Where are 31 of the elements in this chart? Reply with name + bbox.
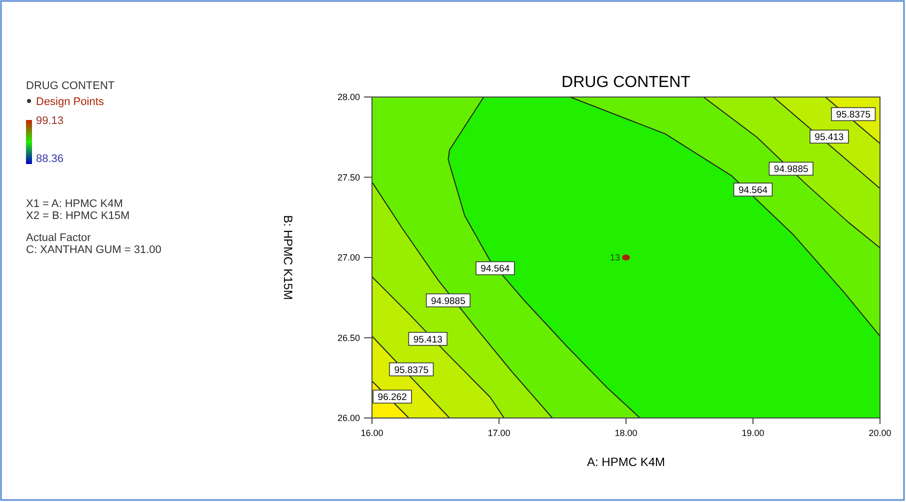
legend-title: DRUG CONTENT xyxy=(26,80,115,92)
x-tick-label: 20.00 xyxy=(868,428,892,438)
color-bar-label: 88.36 xyxy=(36,153,64,165)
y-tick-label: 26.00 xyxy=(337,413,360,423)
annotation: 94.564 xyxy=(480,264,510,275)
text: X2 = B: HPMC K15M xyxy=(26,210,130,222)
text: X1 = A: HPMC K4M xyxy=(26,198,123,210)
y-tick-label: 26.50 xyxy=(337,332,360,343)
annotation: 96.262 xyxy=(378,392,407,404)
annotation: 95.413 xyxy=(413,334,442,346)
annotation: 94.9885 xyxy=(431,296,466,307)
y-tick-label: 28.00 xyxy=(337,92,360,102)
text: Actual Factor xyxy=(26,232,92,244)
x-axis-title: A: HPMC K4M xyxy=(586,455,666,469)
annotation: 94.9885 xyxy=(774,164,808,176)
x-tick-label: 16.00 xyxy=(360,428,384,438)
y-tick-label: 27.00 xyxy=(337,252,360,262)
x-tick-label: 19.00 xyxy=(742,428,764,438)
annotation: 95.8375 xyxy=(394,364,429,376)
annotation: 94.564 xyxy=(738,185,768,196)
y-tick-label: 27.50 xyxy=(337,172,360,182)
color-bar-label: 99.13 xyxy=(36,115,64,127)
annotation: 13 xyxy=(610,252,620,262)
chart-title: DRUG CONTENT xyxy=(562,74,691,91)
text: C: XANTHAN GUM = 31.00 xyxy=(26,244,162,256)
annotation: 95.413 xyxy=(814,132,844,144)
annotation: 95.8375 xyxy=(836,110,870,121)
y-axis-title: B: HPMC K15M xyxy=(281,215,295,300)
x-tick-label: 18.00 xyxy=(614,428,638,438)
x-tick-label: 17.00 xyxy=(488,428,510,438)
text: Design Points xyxy=(36,96,104,108)
